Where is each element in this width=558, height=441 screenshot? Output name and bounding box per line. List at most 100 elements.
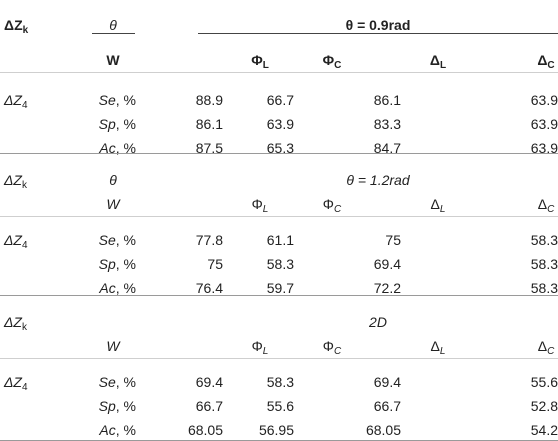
symbol-main: Δ xyxy=(430,338,440,354)
symbol-subscript: C xyxy=(333,346,342,357)
symbol-main: Δ xyxy=(537,338,548,354)
value-cell: 75 xyxy=(385,232,401,248)
value-cell: 58.3 xyxy=(266,256,294,272)
symbol-main: Φ xyxy=(322,196,334,212)
metric-name: Ac xyxy=(99,140,116,156)
metric-name: Se xyxy=(98,92,116,108)
symbol-subscript: 4 xyxy=(21,100,28,111)
symbol-subscript: C xyxy=(333,204,342,215)
corner-label: ΔZk xyxy=(4,17,29,36)
metric-label: Se, % xyxy=(99,232,136,248)
symbol-main: ΔZ xyxy=(4,92,22,108)
weight-label: W xyxy=(106,52,120,68)
symbol-subscript: k xyxy=(22,25,29,36)
section-divider xyxy=(0,295,558,296)
symbol-subscript: L xyxy=(262,60,269,71)
symbol-subscript: k xyxy=(21,322,27,333)
value-cell: 65.3 xyxy=(266,140,294,156)
corner-label: ΔZk xyxy=(4,314,27,333)
symbol-main: ΔZ xyxy=(4,17,23,33)
weight-label: W xyxy=(106,196,120,212)
metric-name: Se xyxy=(98,232,116,248)
value-cell: 86.1 xyxy=(373,92,401,108)
column-header: ΦC xyxy=(322,338,342,357)
symbol-main: Δ xyxy=(429,52,440,68)
metric-unit: , % xyxy=(115,398,136,414)
header-underline-theta xyxy=(92,33,135,34)
metric-name: Ac xyxy=(99,280,116,296)
column-header: ΔC xyxy=(537,52,555,71)
column-header: ΔL xyxy=(429,52,447,71)
metric-name: Ac xyxy=(99,422,116,438)
value-cell: 58.3 xyxy=(530,256,558,272)
metric-unit: , % xyxy=(115,374,136,390)
value-cell: 63.9 xyxy=(530,140,558,156)
symbol-subscript: k xyxy=(21,180,27,191)
param-value: θ = 1.2rad xyxy=(346,172,410,188)
value-cell: 75 xyxy=(207,256,223,272)
value-cell: 63.9 xyxy=(266,116,294,132)
metric-unit: , % xyxy=(115,116,136,132)
metric-label: Ac, % xyxy=(99,140,136,156)
symbol-subscript: L xyxy=(439,60,447,71)
column-header: ΔC xyxy=(537,196,555,215)
column-header: ΔL xyxy=(430,338,446,357)
value-cell: 87.5 xyxy=(195,140,223,156)
metric-name: Sp xyxy=(98,116,116,132)
column-header: ΦL xyxy=(252,338,269,357)
group-label: ΔZ4 xyxy=(4,232,28,251)
value-cell: 55.6 xyxy=(266,398,294,414)
value-cell: 84.7 xyxy=(373,140,401,156)
metric-label: Se, % xyxy=(99,92,136,108)
column-header: ΦC xyxy=(322,196,342,215)
metric-label: Ac, % xyxy=(99,280,136,296)
value-cell: 83.3 xyxy=(373,116,401,132)
symbol-subscript: L xyxy=(439,346,446,357)
metric-label: Sp, % xyxy=(99,256,136,272)
value-cell: 88.9 xyxy=(195,92,223,108)
param-value: 2D xyxy=(369,314,387,330)
metric-name: Sp xyxy=(98,398,116,414)
value-cell: 59.7 xyxy=(266,280,294,296)
value-cell: 69.4 xyxy=(373,256,401,272)
header-divider xyxy=(0,358,558,359)
symbol-main: Φ xyxy=(322,52,335,68)
column-header: ΦC xyxy=(322,52,342,71)
metric-unit: , % xyxy=(115,256,136,272)
metric-unit: , % xyxy=(115,422,136,438)
metric-name: Sp xyxy=(98,256,116,272)
value-cell: 63.9 xyxy=(530,92,558,108)
value-cell: 61.1 xyxy=(266,232,294,248)
symbol-main: Δ xyxy=(537,52,548,68)
group-label: ΔZ4 xyxy=(4,92,28,111)
symbol-main: Δ xyxy=(537,196,548,212)
param-label: θ xyxy=(109,17,117,33)
symbol-main: ΔZ xyxy=(4,314,22,330)
symbol-main: ΔZ xyxy=(4,374,22,390)
metric-label: Se, % xyxy=(99,374,136,390)
header-divider xyxy=(0,216,558,217)
value-cell: 72.2 xyxy=(373,280,401,296)
symbol-main: Φ xyxy=(251,52,263,68)
symbol-main: Φ xyxy=(322,338,334,354)
header-divider xyxy=(0,72,558,73)
column-header: ΦL xyxy=(251,196,269,215)
param-label: θ xyxy=(109,172,117,188)
value-cell: 63.9 xyxy=(530,116,558,132)
symbol-subscript: C xyxy=(547,60,555,71)
symbol-main: ΔZ xyxy=(4,172,22,188)
value-cell: 66.7 xyxy=(266,92,294,108)
metric-label: Sp, % xyxy=(99,398,136,414)
value-cell: 66.7 xyxy=(195,398,223,414)
weight-label: W xyxy=(106,338,120,354)
metric-unit: , % xyxy=(115,232,136,248)
symbol-main: Φ xyxy=(251,196,263,212)
symbol-subscript: L xyxy=(262,204,269,215)
value-cell: 69.4 xyxy=(195,374,223,390)
symbol-main: Δ xyxy=(430,196,440,212)
metric-name: Se xyxy=(98,374,116,390)
value-cell: 58.3 xyxy=(530,280,558,296)
metric-label: Ac, % xyxy=(99,422,136,438)
header-underline-span xyxy=(198,33,558,34)
group-label: ΔZ4 xyxy=(4,374,28,393)
